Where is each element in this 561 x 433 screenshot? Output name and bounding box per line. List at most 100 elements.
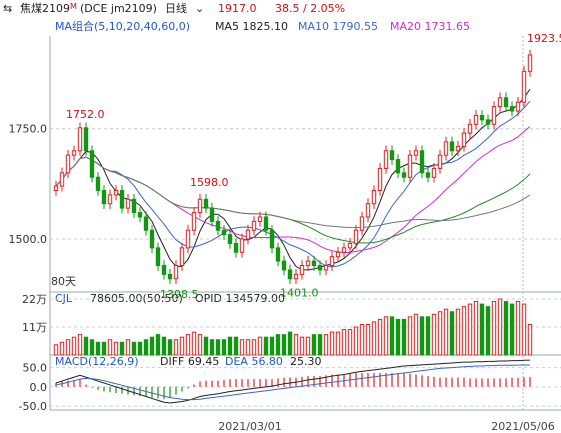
candle-body [119, 189, 125, 209]
volume-bar [275, 334, 281, 356]
volume-bar [269, 336, 275, 356]
candle-body [509, 106, 515, 112]
volume-bar [461, 306, 467, 356]
price-axis-label: 1500.0 [9, 233, 48, 246]
volume-bar [419, 316, 425, 356]
candle-body [461, 132, 467, 147]
ma20-legend: MA20 1731.65 [390, 20, 470, 33]
volume-axis-label: 11万 [22, 321, 47, 334]
kline-chart[interactable]: 1750.0 1500.0 1923.5 1752.0 1598.0 1398.5 1401… [0, 18, 561, 433]
candle-body [365, 203, 371, 218]
volume-bar [401, 318, 407, 356]
volume-bar [359, 323, 365, 356]
volume-bar [233, 336, 239, 356]
candle-body [413, 150, 419, 156]
volume-bar [149, 336, 155, 356]
ma60-line [55, 156, 531, 229]
candle-body [371, 189, 377, 205]
candle-body [419, 150, 425, 174]
volume-bar [491, 301, 497, 356]
candle-body [167, 273, 173, 280]
volume-bar [515, 301, 521, 356]
candle-body [239, 238, 245, 253]
candle-body [77, 127, 83, 152]
macd-axis-label: -50.0 [19, 400, 47, 413]
candle-body [71, 150, 77, 156]
volume-bar [251, 339, 257, 356]
volume-bar [179, 336, 185, 356]
volume-bar [413, 313, 419, 356]
candle-body [383, 150, 389, 169]
ma-legend-label: MA组合(5,10,20,40,60,0) [55, 19, 190, 33]
candle-body [113, 189, 119, 196]
trough-label-2: 1401.0 [280, 287, 319, 300]
volume-bar [449, 311, 455, 356]
volume-bar [287, 331, 293, 356]
candle-body [323, 265, 329, 271]
candle-body [125, 198, 131, 209]
volume-bar [305, 336, 311, 356]
candle-body [485, 119, 491, 125]
high-price-label: 1923.5 [527, 32, 561, 45]
candle-body [149, 229, 155, 249]
candle-body [515, 101, 521, 112]
candle-body [329, 256, 335, 267]
macd-legend-label: MACD(12,26,9) [55, 355, 139, 368]
candle-body [221, 229, 227, 236]
volume-bar [107, 339, 113, 356]
date-axis-label: 2021/03/01 [218, 420, 281, 433]
volume-bar [71, 336, 77, 356]
macd-value-legend: 25.30 [290, 355, 322, 368]
candle-body [437, 154, 443, 169]
candle-body [497, 97, 503, 108]
volume-bar [65, 339, 71, 356]
candle-body [191, 212, 197, 231]
candle-body [203, 198, 209, 209]
volume-bar [365, 323, 371, 356]
candle-body [503, 97, 509, 108]
candle-body [161, 265, 167, 275]
candle-body [131, 198, 137, 214]
contract-icon[interactable]: ⇆ [3, 2, 13, 15]
candle-body [473, 114, 479, 125]
price-change: 38.5 / 2.05% [275, 2, 346, 15]
candle-body [311, 260, 317, 267]
volume-bar [437, 311, 443, 356]
volume-bar [101, 341, 107, 356]
volume-bar [323, 334, 329, 356]
opid-legend: OPID 134579.00 [195, 292, 285, 305]
volume-bar [215, 339, 221, 356]
volume-bar [407, 316, 413, 356]
candle-body [479, 114, 485, 121]
volume-bar [299, 336, 305, 356]
volume-bar [239, 339, 245, 356]
volume-bar [479, 303, 485, 356]
volume-bar [485, 306, 491, 356]
candle-body [377, 167, 383, 191]
period-dropdown-icon[interactable]: ⌄ [195, 2, 205, 15]
candle-body [233, 242, 239, 253]
volume-bar [191, 331, 197, 356]
candle-body [527, 54, 533, 72]
candle-body [95, 176, 101, 191]
ma5-line [55, 88, 531, 271]
candle-body [431, 167, 437, 178]
volume-bar [503, 301, 509, 356]
candle-body [443, 141, 449, 156]
days-label: 80天 [51, 275, 76, 288]
volume-bar [329, 331, 335, 356]
volume-bar [497, 298, 503, 356]
volume-bar [197, 334, 203, 356]
volume-bar [137, 341, 143, 356]
volume-bar [83, 336, 89, 356]
ma20-line [55, 126, 531, 253]
ma10-legend: MA10 1790.55 [298, 20, 378, 33]
period-selector[interactable]: 日线 [165, 2, 187, 15]
volume-bar [95, 341, 101, 356]
ma5-legend: MA5 1825.10 [215, 20, 288, 33]
volume-bar [155, 334, 161, 356]
macd-axis-label: 0.0 [30, 381, 48, 394]
volume-bar [167, 339, 173, 356]
contract-title[interactable]: 焦煤2109 [20, 2, 70, 15]
candle-body [299, 265, 305, 275]
